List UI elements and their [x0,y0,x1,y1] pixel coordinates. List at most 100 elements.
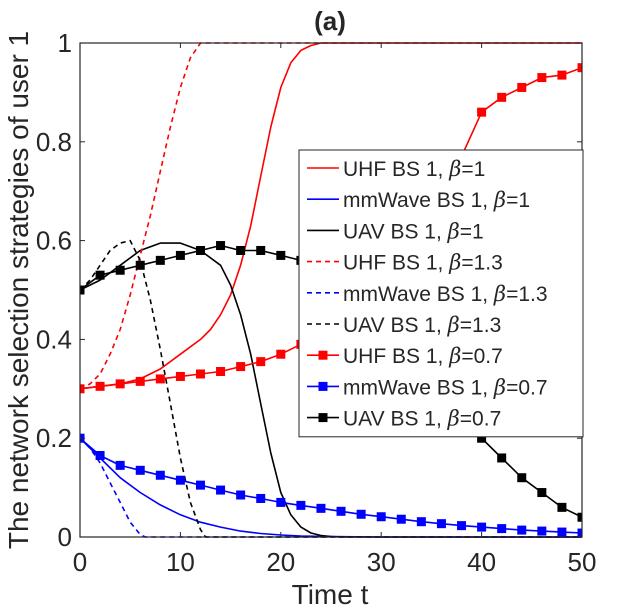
x-tick-label: 10 [166,547,195,577]
series-point [80,285,85,295]
legend-label-prefix: UAV BS 1, [343,220,448,243]
legend-label: UAV BS 1, β=0.7 [343,407,501,431]
series-point [115,460,125,470]
x-tick-label: 40 [467,547,496,577]
legend-label-value: =1.3 [506,283,547,306]
legend-item: mmWave BS 1, β=1.3 [307,282,548,306]
legend-label: mmWave BS 1, β=0.7 [343,375,548,399]
series-point [276,349,286,359]
legend-label-prefix: UAV BS 1, [343,314,448,337]
axes: 0 10 20 30 40 50 0 0.2 0.4 0.6 0.8 1 [36,28,597,577]
series-point [195,480,205,490]
x-tick-label: 20 [266,547,295,577]
legend-box [298,149,584,438]
series-point [276,497,286,507]
y-tick-label: 0.2 [36,423,72,453]
series-point [537,73,547,83]
legend-label-prefix: mmWave BS 1, [343,283,494,306]
series-point [175,475,185,485]
y-tick-label: 1 [58,28,72,58]
series-point [577,512,582,522]
series-point [477,522,487,532]
series-point [195,369,205,379]
series-point [436,519,446,529]
legend-item: UAV BS 1, β=0.7 [307,407,501,431]
legend-label: UHF BS 1, β=1 [343,157,485,181]
legend-label-value: =0.7 [461,345,502,368]
series-point [80,384,85,394]
series-point [155,374,165,384]
series-point [577,528,582,538]
legend-label: mmWave BS 1, β=1.3 [343,282,548,306]
series-point [216,485,226,495]
series-point [557,527,567,537]
series-point [175,250,185,260]
series-point [477,107,487,117]
legend-label-value: =1.3 [460,314,501,337]
legend-label-prefix: mmWave BS 1, [343,376,494,399]
legend-label-prefix: UAV BS 1, [343,408,448,431]
series-point [517,82,527,92]
y-tick-label: 0.6 [36,226,72,256]
series-point [155,470,165,480]
series-point [517,525,527,535]
legend-item: UAV BS 1, β=1.3 [307,313,501,337]
series-point [256,245,266,255]
legend-label: UHF BS 1, β=0.7 [343,344,503,368]
legend-label-param: β [493,282,506,306]
series-point [276,250,286,260]
series-point [557,70,567,80]
legend-label-value: =1 [461,158,485,181]
series-point [537,526,547,536]
series-point [135,465,145,475]
series-point [175,371,185,381]
y-tick-label: 0.8 [36,127,72,157]
legend-label: UHF BS 1, β=1.3 [343,251,503,275]
series-point [155,255,165,265]
legend-item: UHF BS 1, β=0.7 [307,344,503,368]
series-point [95,450,105,460]
legend-label: UAV BS 1, β=1.3 [343,313,501,337]
x-tick-label: 50 [568,547,597,577]
series-point [356,509,366,519]
series-point [376,512,386,522]
legend-item: mmWave BS 1, β=1 [307,188,530,212]
series-point [557,502,567,512]
legend-item: UAV BS 1, β=1 [307,219,484,243]
series-point [95,270,105,280]
series-point [517,473,527,483]
y-tick-label: 0.4 [36,324,72,354]
legend-label: mmWave BS 1, β=1 [343,188,530,212]
series-point [115,379,125,389]
legend-label-value: =1 [506,189,530,212]
series-point [396,514,406,524]
series-point [95,381,105,391]
series-point [416,517,426,527]
series-point [216,367,226,377]
series-point [577,63,582,73]
series-point [497,453,507,463]
series-point [115,265,125,275]
legend-item: mmWave BS 1, β=0.7 [307,375,548,399]
y-tick-label: 0 [58,522,72,552]
legend-label-param: β [493,375,506,399]
series-point [497,524,507,534]
series-point [236,490,246,500]
legend-label-param: β [448,344,461,368]
legend-label-param: β [448,251,461,275]
series-point [537,488,547,498]
series-point [336,506,346,516]
series-point [216,241,226,251]
legend-label-value: =1 [460,220,484,243]
series-point [497,92,507,102]
legend-marker [318,413,328,423]
legend-marker [318,381,328,391]
series-point [135,376,145,386]
series-point [236,362,246,372]
legend-label-param: β [493,188,506,212]
series-point [316,503,326,513]
legend-label-value: =1.3 [461,252,502,275]
legend-label-param: β [447,219,460,243]
